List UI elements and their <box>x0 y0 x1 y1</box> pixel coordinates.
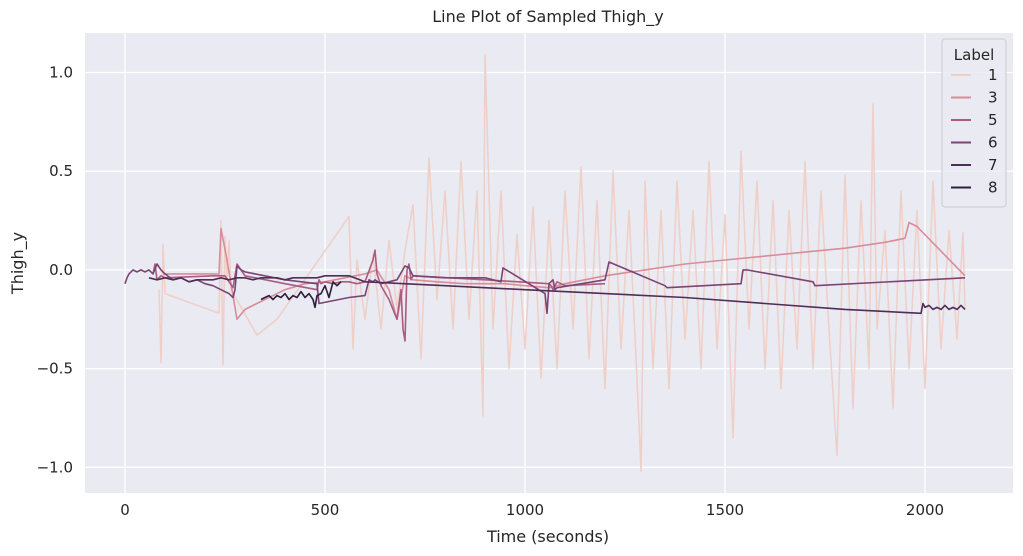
x-axis-ticks: 0 500 1000 1500 2000 <box>120 501 944 519</box>
y-axis-label: Thigh_y <box>8 232 28 295</box>
legend: Label 1 3 5 6 7 8 <box>941 38 1007 208</box>
y-tick-label: 0.5 <box>49 162 73 180</box>
series-line-7 <box>148 274 966 315</box>
legend-title: Label <box>954 46 994 64</box>
chart-title: Line Plot of Sampled Thigh_y <box>432 7 664 27</box>
x-tick-label: 2000 <box>906 501 944 519</box>
legend-label-7: 7 <box>988 156 998 174</box>
x-axis-label: Time (seconds) <box>486 527 609 546</box>
grid-lines <box>85 33 1013 493</box>
x-tick-label: 0 <box>120 501 130 519</box>
legend-label-6: 6 <box>988 134 998 152</box>
series-line-1 <box>158 53 966 473</box>
x-tick-label: 500 <box>311 501 340 519</box>
legend-label-1: 1 <box>988 66 998 84</box>
legend-label-8: 8 <box>988 179 998 197</box>
series-line-8 <box>260 280 342 309</box>
series-line-3 <box>163 221 966 321</box>
x-tick-label: 1500 <box>706 501 744 519</box>
y-tick-label: −1.0 <box>37 458 73 476</box>
legend-items: 1 3 5 6 7 8 <box>951 66 998 197</box>
y-tick-label: 1.0 <box>49 63 73 81</box>
x-tick-label: 1000 <box>506 501 544 519</box>
y-tick-label: −0.5 <box>37 360 73 378</box>
legend-label-5: 5 <box>988 111 998 129</box>
y-tick-label: 0.0 <box>49 261 73 279</box>
y-axis-ticks: −1.0 −0.5 0.0 0.5 1.0 <box>37 63 73 476</box>
series-line-6 <box>124 261 966 315</box>
legend-label-3: 3 <box>988 89 998 107</box>
series-layer <box>124 53 966 473</box>
